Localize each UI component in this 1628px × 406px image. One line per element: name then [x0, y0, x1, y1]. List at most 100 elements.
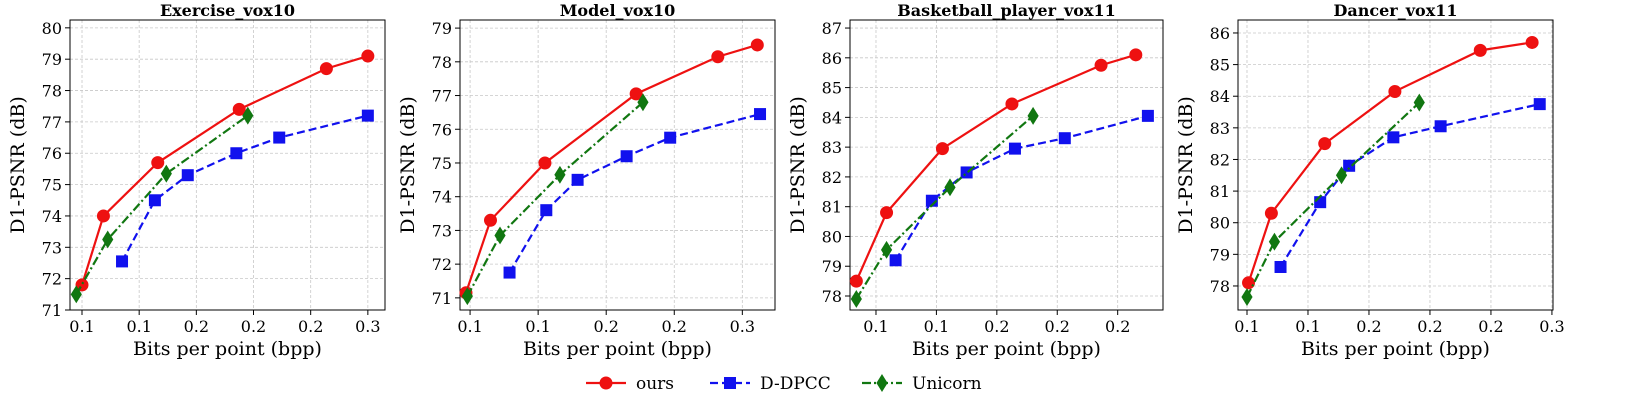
- x-tick-label: 0.2: [1356, 317, 1381, 336]
- marker: [1387, 131, 1400, 144]
- marker: [361, 109, 374, 122]
- series-line: [464, 43, 758, 294]
- marker: [116, 255, 129, 268]
- y-tick-label: 77: [42, 113, 62, 132]
- marker: [1388, 84, 1402, 98]
- y-tick-label: 84: [822, 108, 842, 127]
- series-line: [1247, 41, 1533, 284]
- x-axis-label: Bits per point (bpp): [912, 338, 1101, 360]
- y-tick-label: 78: [822, 287, 842, 306]
- marker: [181, 169, 194, 182]
- y-tick-label: 84: [1210, 87, 1230, 106]
- x-tick-label: 0.1: [863, 317, 888, 336]
- marker: [1533, 98, 1546, 111]
- series-line: [855, 53, 1137, 282]
- marker: [750, 38, 764, 52]
- y-tick-label: 82: [822, 168, 842, 187]
- y-tick-label: 81: [822, 198, 842, 217]
- x-tick-label: 0.3: [730, 317, 755, 336]
- marker: [944, 178, 956, 197]
- marker: [151, 156, 165, 170]
- x-axis-label: Bits per point (bpp): [1301, 338, 1490, 360]
- marker: [629, 87, 643, 101]
- y-tick-label: 81: [1210, 182, 1230, 201]
- x-tick-label: 0.2: [1045, 317, 1070, 336]
- y-tick-label: 79: [42, 50, 62, 69]
- y-tick-label: 74: [42, 207, 62, 226]
- y-tick-label: 76: [42, 144, 62, 163]
- marker: [1094, 58, 1108, 72]
- y-tick-label: 82: [1210, 150, 1230, 169]
- y-tick-label: 83: [1210, 119, 1230, 138]
- y-axis-label: D1-PSNR (dB): [787, 96, 809, 233]
- x-tick-label: 0.1: [126, 317, 151, 336]
- marker: [503, 266, 516, 279]
- x-tick-label: 0.1: [457, 317, 482, 336]
- axes-frame: [1237, 19, 1554, 311]
- legend-marker: [599, 376, 613, 390]
- y-tick-label: 79: [822, 257, 842, 276]
- x-tick-label: 0.2: [241, 317, 266, 336]
- y-tick-label: 72: [42, 270, 62, 289]
- legend-marker: [724, 377, 736, 389]
- marker: [494, 226, 506, 245]
- y-tick-label: 71: [432, 289, 452, 308]
- marker: [232, 102, 246, 116]
- series-line: [75, 114, 249, 295]
- series-line: [855, 115, 1034, 300]
- marker: [1268, 232, 1281, 251]
- x-tick-label: 0.1: [924, 317, 949, 336]
- marker: [571, 173, 584, 186]
- x-axis-label: Bits per point (bpp): [523, 338, 712, 360]
- marker: [1318, 137, 1332, 151]
- marker: [540, 204, 553, 217]
- marker: [242, 106, 254, 125]
- marker: [664, 131, 677, 144]
- y-tick-label: 87: [822, 19, 842, 38]
- marker: [637, 93, 649, 112]
- y-tick-label: 86: [1210, 24, 1230, 43]
- marker: [1335, 166, 1348, 185]
- y-tick-label: 77: [432, 87, 452, 106]
- marker: [1343, 159, 1356, 172]
- y-tick-label: 79: [432, 19, 452, 38]
- marker: [1525, 35, 1539, 49]
- x-tick-label: 0.1: [1234, 317, 1259, 336]
- x-tick-label: 0.2: [298, 317, 323, 336]
- y-tick-label: 78: [432, 53, 452, 72]
- chart-title: Exercise_vox10: [160, 1, 295, 20]
- marker: [849, 274, 863, 288]
- x-tick-label: 0.2: [662, 317, 687, 336]
- legend-label: ours: [636, 374, 674, 394]
- marker: [554, 165, 566, 184]
- marker: [273, 131, 286, 144]
- series-line: [80, 55, 369, 286]
- y-tick-label: 80: [1210, 214, 1230, 233]
- y-axis-label: D1-PSNR (dB): [1175, 96, 1197, 233]
- marker: [880, 240, 893, 259]
- marker: [1434, 120, 1447, 133]
- marker: [70, 285, 82, 304]
- x-tick-label: 0.3: [1539, 317, 1564, 336]
- y-tick-label: 73: [42, 238, 62, 257]
- legend-label: D-DPCC: [760, 374, 831, 394]
- x-tick-label: 0.1: [69, 317, 94, 336]
- marker: [1241, 288, 1253, 306]
- x-tick-label: 0.3: [355, 317, 380, 336]
- y-tick-label: 78: [1210, 277, 1230, 296]
- legend-marker: [876, 374, 888, 392]
- x-axis-label: Bits per point (bpp): [133, 338, 322, 360]
- y-tick-label: 85: [1210, 56, 1230, 75]
- axes-frame: [69, 19, 386, 311]
- y-tick-label: 76: [432, 120, 452, 139]
- marker: [483, 213, 497, 227]
- x-tick-label: 0.2: [593, 317, 618, 336]
- x-tick-label: 0.1: [1295, 317, 1320, 336]
- marker: [148, 194, 161, 207]
- x-tick-label: 0.2: [1478, 317, 1503, 336]
- y-tick-label: 75: [432, 154, 452, 173]
- y-tick-label: 80: [822, 227, 842, 246]
- marker: [538, 156, 552, 170]
- marker: [1473, 43, 1487, 57]
- series-line: [121, 114, 369, 262]
